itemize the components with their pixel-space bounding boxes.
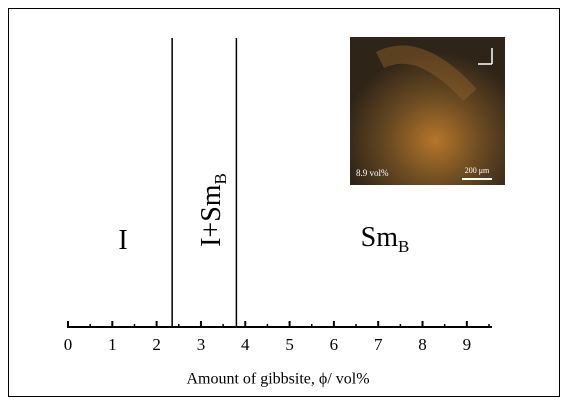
scale-bar-label: 200 μm xyxy=(465,166,490,175)
x-tick-label: 2 xyxy=(152,335,161,354)
x-tick-label: 4 xyxy=(241,335,250,354)
region-text: Sm xyxy=(361,222,399,253)
frame xyxy=(8,8,560,397)
region-subscript: B xyxy=(211,173,230,184)
x-tick-label: 1 xyxy=(108,335,117,354)
inset-image: 8.9 vol% 200 μm xyxy=(350,37,505,185)
x-tick-label: 3 xyxy=(197,335,206,354)
region-text: I+Sm xyxy=(196,184,227,247)
region-subscript: B xyxy=(398,237,409,256)
inset-label: 8.9 vol% xyxy=(356,168,389,178)
x-tick-label: 6 xyxy=(330,335,339,354)
x-tick-label: 9 xyxy=(463,335,472,354)
region-label: I+SmB xyxy=(196,173,229,247)
region-label: SmB xyxy=(361,222,410,255)
texture xyxy=(375,45,477,102)
x-axis-label: Amount of gibbsite, ϕ/ vol% xyxy=(186,371,369,388)
region-label: I xyxy=(118,225,127,256)
region-text: I xyxy=(118,225,127,256)
x-tick-label: 5 xyxy=(285,335,294,354)
x-tick-label: 0 xyxy=(64,335,73,354)
x-tick-label: 8 xyxy=(418,335,427,354)
x-tick-label: 7 xyxy=(374,335,383,354)
